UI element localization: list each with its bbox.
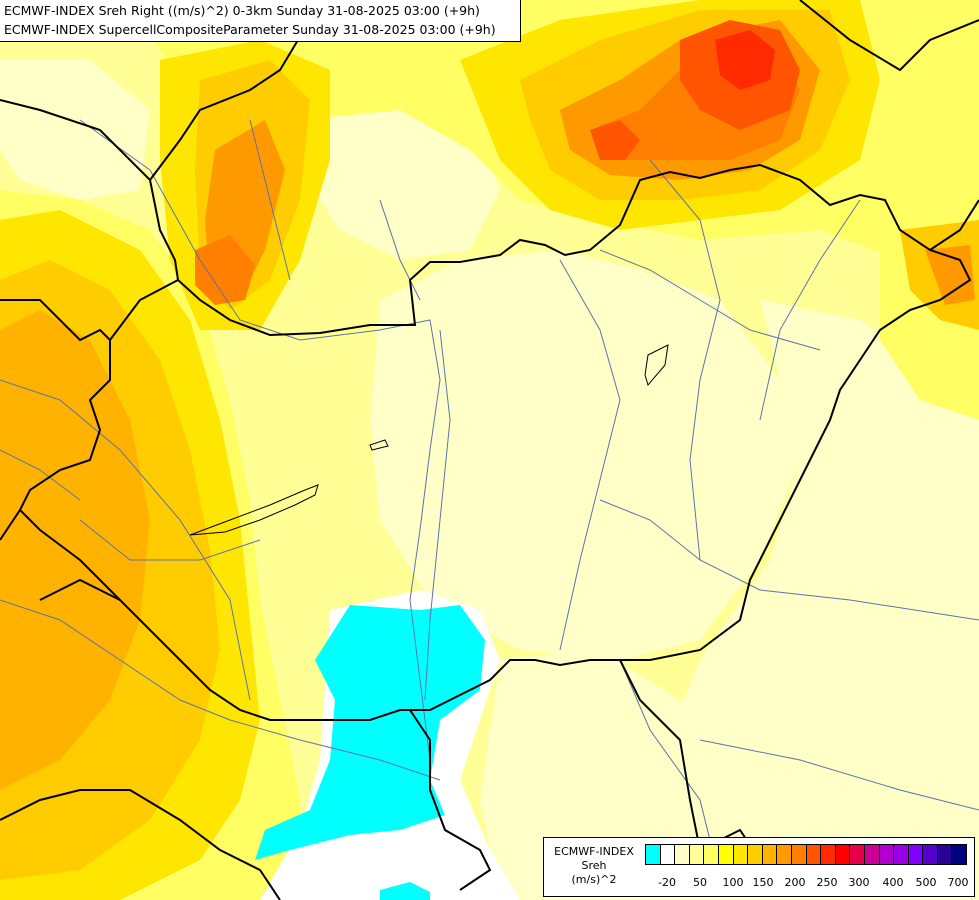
legend-tick-labels: -20 50 100 150 200 250 300 400 500 700 bbox=[645, 876, 969, 892]
field-cyan-main bbox=[255, 605, 485, 860]
legend-swatch bbox=[922, 844, 938, 865]
legend-swatch bbox=[893, 844, 909, 865]
border-hungary bbox=[18, 163, 972, 721]
lake-small-2 bbox=[644, 344, 669, 387]
border-romania-sw bbox=[619, 659, 761, 861]
legend-swatch bbox=[863, 844, 880, 865]
legend-tick: 700 bbox=[947, 876, 969, 889]
legend-tick: 150 bbox=[752, 876, 774, 889]
legend-color-bar bbox=[645, 844, 968, 865]
border-slovenia bbox=[0, 509, 21, 541]
title-line-sreh: ECMWF-INDEX Sreh Right ((m/s)^2) 0-3km S… bbox=[4, 3, 480, 18]
legend-title-unit: (m/s)^2 bbox=[571, 873, 617, 886]
field-red2-ne bbox=[715, 30, 775, 90]
legend-swatch bbox=[776, 844, 792, 865]
legend-swatch bbox=[659, 844, 676, 865]
legend-swatch bbox=[703, 844, 719, 865]
legend-tick: 250 bbox=[816, 876, 838, 889]
legend-tick: 500 bbox=[915, 876, 937, 889]
legend-swatch bbox=[907, 844, 924, 865]
legend-tick: -20 bbox=[658, 876, 676, 889]
legend-title: ECMWF-INDEX Sreh (m/s)^2 bbox=[548, 845, 640, 887]
border-south-west bbox=[39, 578, 121, 601]
legend-swatch bbox=[820, 844, 836, 865]
legend-tick: 200 bbox=[784, 876, 806, 889]
border-west bbox=[149, 179, 179, 281]
border-nw bbox=[0, 99, 151, 181]
legend-tick: 100 bbox=[722, 876, 744, 889]
legend-title-model: ECMWF-INDEX bbox=[554, 845, 634, 858]
legend-swatch bbox=[849, 844, 865, 865]
field-pale-center bbox=[370, 250, 800, 660]
field-red3-ne bbox=[590, 120, 640, 160]
legend-swatch bbox=[761, 844, 778, 865]
map-title-box: ECMWF-INDEX Sreh Right ((m/s)^2) 0-3km S… bbox=[0, 0, 521, 42]
legend-swatch bbox=[951, 844, 968, 865]
legend-swatch bbox=[878, 844, 895, 865]
border-east-edge bbox=[929, 199, 979, 251]
lake-small-1 bbox=[369, 439, 389, 451]
border-austria bbox=[0, 299, 111, 342]
legend-swatch bbox=[717, 844, 734, 865]
color-legend: ECMWF-INDEX Sreh (m/s)^2 -20 50 100 150 200 2… bbox=[543, 837, 975, 897]
legend-swatch bbox=[674, 844, 690, 865]
title-line-scp: ECMWF-INDEX SupercellCompositeParameter … bbox=[4, 22, 496, 37]
field-orange-west bbox=[0, 310, 150, 790]
legend-swatch bbox=[747, 844, 763, 865]
legend-tick: 400 bbox=[882, 876, 904, 889]
field-pale-east bbox=[650, 300, 979, 900]
lake-balaton bbox=[189, 484, 319, 536]
field-red-north bbox=[195, 235, 255, 305]
legend-swatch bbox=[805, 844, 822, 865]
legend-swatch bbox=[936, 844, 953, 865]
legend-title-variable: Sreh bbox=[581, 859, 607, 872]
rivers bbox=[0, 119, 979, 881]
legend-tick: 50 bbox=[693, 876, 707, 889]
field-orange-east bbox=[925, 245, 975, 305]
border-croatia bbox=[0, 789, 281, 900]
field-cyan-south bbox=[380, 882, 430, 900]
legend-swatch bbox=[688, 844, 705, 865]
border-ne bbox=[799, 0, 979, 72]
legend-swatch bbox=[732, 844, 749, 865]
legend-tick: 300 bbox=[848, 876, 870, 889]
legend-swatch bbox=[790, 844, 807, 865]
legend-swatch bbox=[834, 844, 851, 865]
field-pale-nw bbox=[0, 60, 150, 200]
legend-swatch bbox=[645, 844, 661, 865]
border-serbia bbox=[409, 709, 492, 891]
